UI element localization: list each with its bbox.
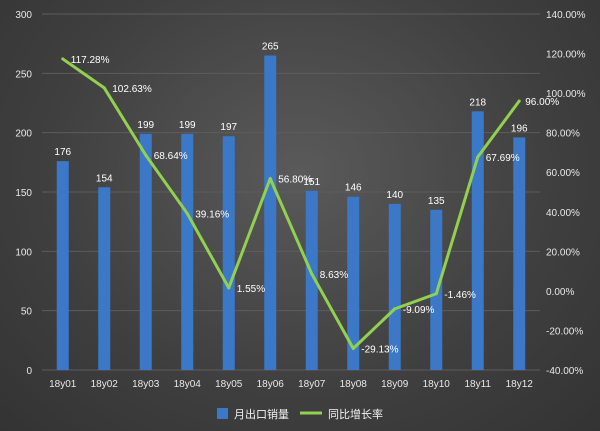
line-value-label: -1.46% [444,290,476,301]
right-tick-label: -40.00% [546,366,583,377]
right-tick-label: 80.00% [546,129,580,140]
line-point [268,177,272,181]
legend: 月出口销量 同比增长率 [217,407,383,421]
bar-value-label: 199 [179,120,196,131]
x-tick-label: 18y05 [215,379,243,390]
right-y-axis: -40.00% -20.00% 0.00% 20.00% 40.00% 60.00% 80.… [546,10,586,377]
bar-value-label: 218 [469,97,486,108]
bar-value-label: 135 [428,196,445,207]
line-value-label: 8.63% [320,270,348,281]
line-value-label: -9.09% [403,305,435,316]
x-tick-label: 18y02 [91,379,119,390]
bar [139,133,152,370]
line-value-label: 56.80% [278,175,312,186]
line-point [434,292,438,296]
x-tick-label: 18y07 [298,379,326,390]
bar-series [56,55,526,371]
line-value-label: 117.28% [71,55,110,66]
right-tick-label: -20.00% [546,326,583,337]
bar [347,196,360,370]
x-tick-label: 18y06 [257,379,285,390]
line-point [393,307,397,311]
line-point [102,86,106,90]
line-point [517,99,521,103]
growth-line [61,57,521,351]
bar [264,55,277,371]
bar-value-label: 151 [303,177,320,188]
bar-value-label: 265 [262,42,279,53]
bar-value-label: 197 [220,122,237,133]
line-value-label: 96.00% [525,97,559,108]
x-tick-label: 18y04 [174,379,202,390]
legend-bar-label: 月出口销量 [234,407,289,421]
x-tick-label: 18y10 [423,379,451,390]
bar-value-label: 140 [386,190,403,201]
legend-bar-swatch [217,408,228,419]
right-tick-label: 0.00% [546,287,574,298]
left-tick-label: 0 [26,366,32,377]
bar-value-label: 196 [511,123,528,134]
right-tick-label: 120.00% [546,50,586,61]
left-tick-label: 200 [15,129,32,140]
x-tick-label: 18y01 [49,379,77,390]
right-tick-label: 40.00% [546,208,580,219]
line-point [227,286,231,290]
x-axis: 18y01 18y02 18y03 18y04 18y05 18y06 18y07 18y08… [49,379,533,390]
line-point [476,155,480,159]
bar-value-label: 146 [345,183,362,194]
right-tick-label: 140.00% [546,10,586,21]
x-tick-label: 18y08 [340,379,368,390]
x-tick-label: 18y09 [381,379,409,390]
left-tick-label: 150 [15,188,32,199]
line-point [351,347,355,351]
x-tick-label: 18y11 [464,379,491,390]
line-point [310,272,314,276]
line-value-label: 39.16% [195,209,229,220]
gridlines [42,13,540,371]
line-value-label: 67.69% [486,153,520,164]
bar-value-label: 199 [137,120,154,131]
right-tick-label: 60.00% [546,168,580,179]
right-tick-label: 20.00% [546,247,580,258]
x-tick-label: 18y12 [506,379,534,390]
line-point [185,211,189,215]
bar [513,137,526,370]
data-labels: 176 154 199 199 197 265 151 146 140 135 218 196 117.… [54,42,559,356]
bar-value-label: 154 [96,173,113,184]
bar [471,111,484,370]
left-tick-label: 250 [15,69,32,80]
left-tick-label: 100 [15,247,32,258]
line-series [61,57,521,351]
line-value-label: -29.13% [361,345,398,356]
right-tick-label: 100.00% [546,89,586,100]
bar-value-label: 176 [54,147,71,158]
left-tick-label: 300 [15,10,32,21]
legend-line-label: 同比增长率 [328,407,383,421]
line-value-label: 68.64% [154,151,188,162]
line-value-label: 1.55% [237,284,265,295]
line-point [144,153,148,157]
bar [56,161,69,370]
bar [98,187,111,370]
left-y-axis: 0 50 100 150 200 250 300 [15,10,32,377]
bar [388,203,401,370]
left-tick-label: 50 [21,307,33,318]
bar [222,136,235,370]
x-tick-label: 18y03 [132,379,160,390]
bar [181,133,194,370]
line-point [61,57,65,61]
bar [305,190,318,370]
line-value-label: 102.63% [112,84,152,95]
